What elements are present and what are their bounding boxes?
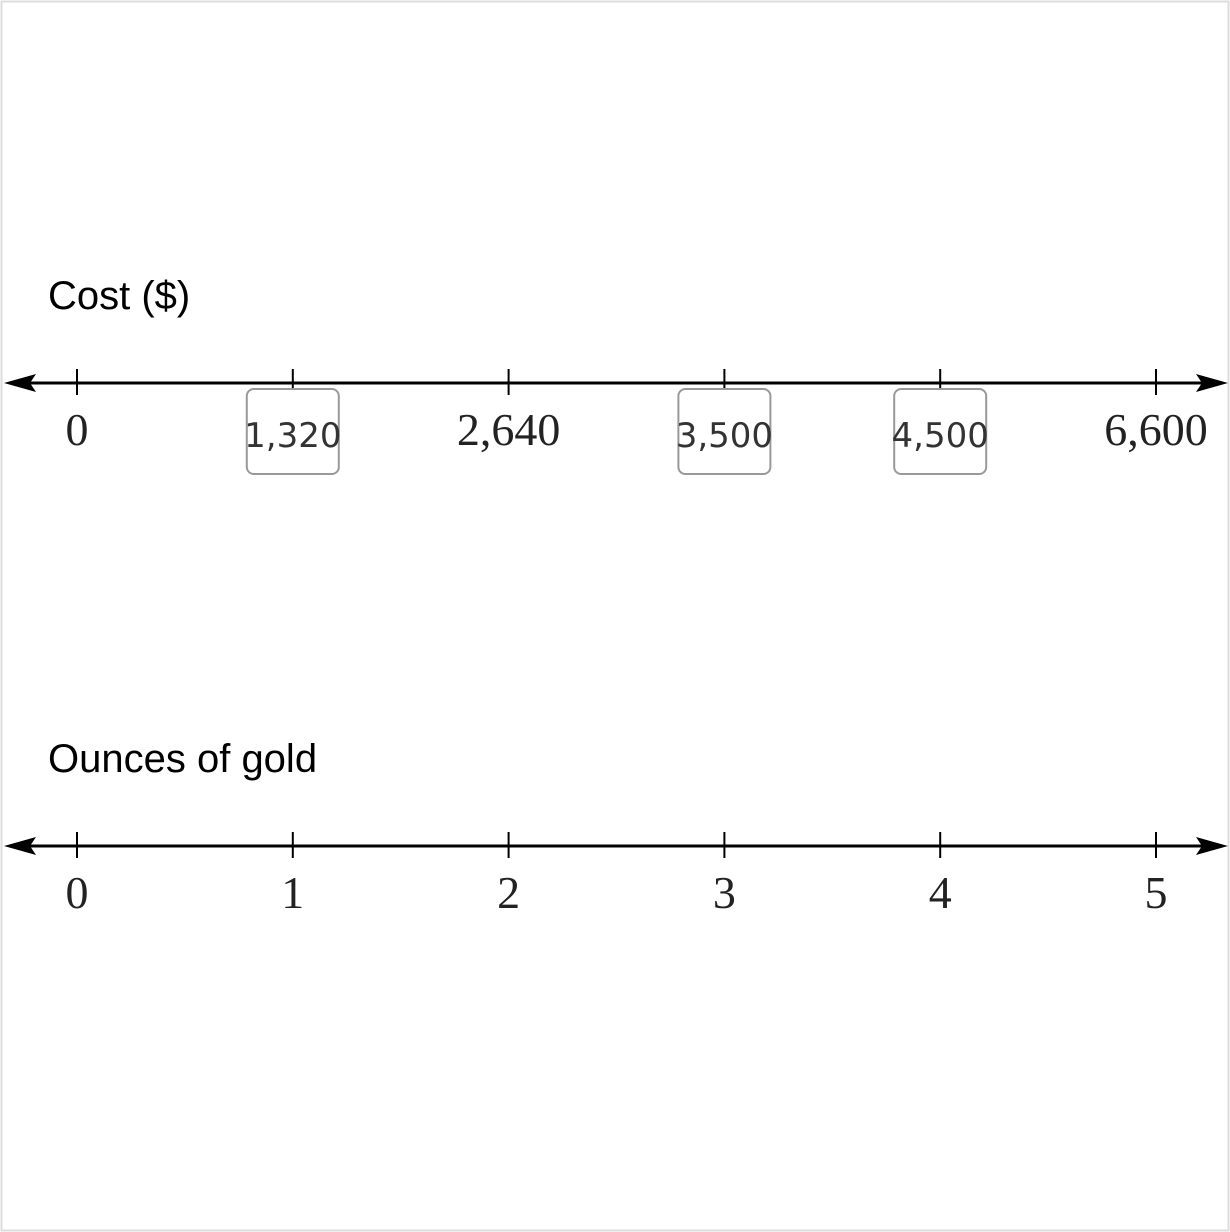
- arrow-left: [4, 837, 36, 855]
- tick-label: 2: [497, 867, 520, 918]
- answer-input[interactable]: [245, 388, 340, 475]
- tick-label: 6,600: [1104, 404, 1208, 455]
- input-value[interactable]: 1,320: [244, 416, 341, 456]
- arrow-left: [4, 374, 36, 392]
- tick-label: 4: [929, 867, 952, 918]
- line-label: Ounces of gold: [48, 737, 317, 781]
- tick-label: 3: [713, 867, 736, 918]
- input-value[interactable]: 4,500: [892, 416, 989, 456]
- arrow-right: [1196, 374, 1228, 392]
- line-label: Cost ($): [48, 274, 190, 318]
- tick-label: 2,640: [457, 404, 561, 455]
- answer-input[interactable]: [893, 388, 988, 475]
- input-value[interactable]: 3,500: [676, 416, 773, 456]
- arrow-right: [1196, 837, 1228, 855]
- tick-label: 5: [1145, 867, 1168, 918]
- tick-label: 0: [66, 404, 89, 455]
- answer-input[interactable]: [677, 388, 772, 475]
- tick-label: 1: [281, 867, 304, 918]
- tick-label: 0: [66, 867, 89, 918]
